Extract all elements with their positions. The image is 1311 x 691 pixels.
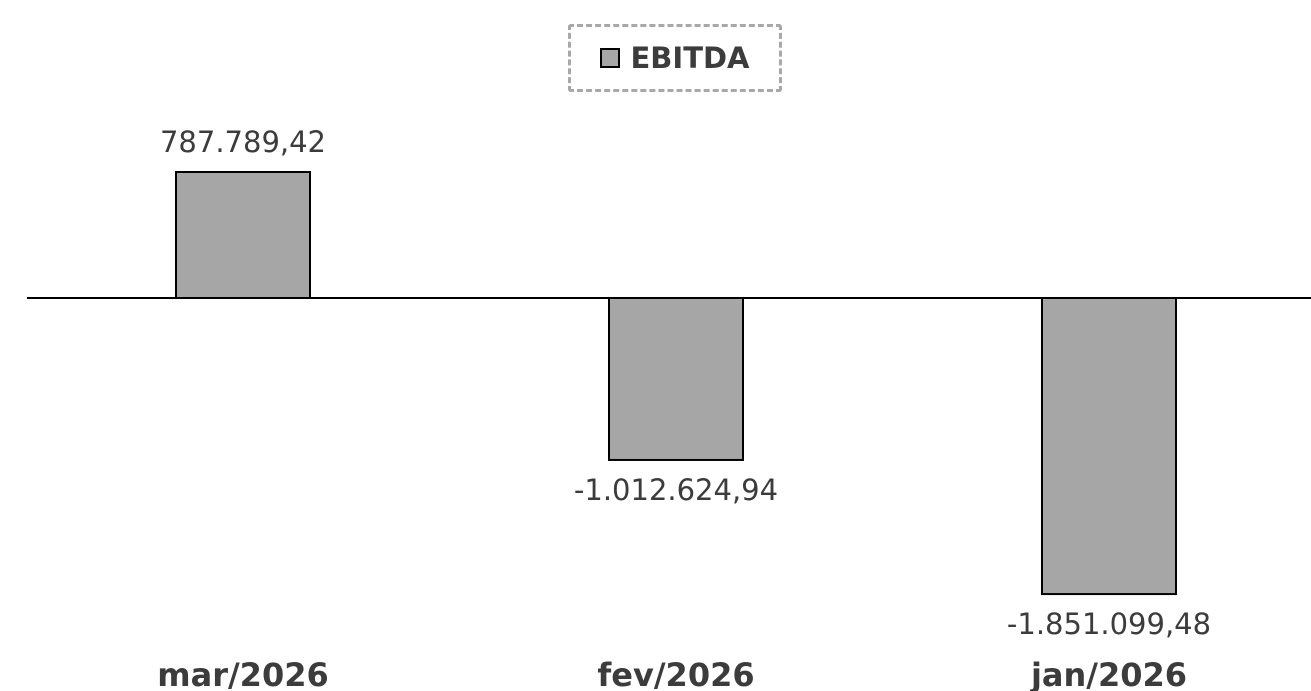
category-label-jan-2026: jan/2026 — [1029, 656, 1187, 691]
legend-swatch-ebitda — [600, 48, 621, 68]
legend-label-ebitda: EBITDA — [630, 41, 750, 75]
bar-fev-2026 — [608, 297, 744, 461]
bar-mar-2026 — [175, 171, 311, 299]
chart-legend: EBITDA — [568, 24, 782, 92]
bar-jan-2026 — [1041, 297, 1177, 596]
data-label-mar-2026: 787.789,42 — [160, 125, 326, 159]
data-label-jan-2026: -1.851.099,48 — [1007, 607, 1211, 641]
category-label-fev-2026: fev/2026 — [597, 656, 754, 691]
category-label-mar-2026: mar/2026 — [157, 656, 328, 691]
data-label-fev-2026: -1.012.624,94 — [574, 473, 778, 507]
